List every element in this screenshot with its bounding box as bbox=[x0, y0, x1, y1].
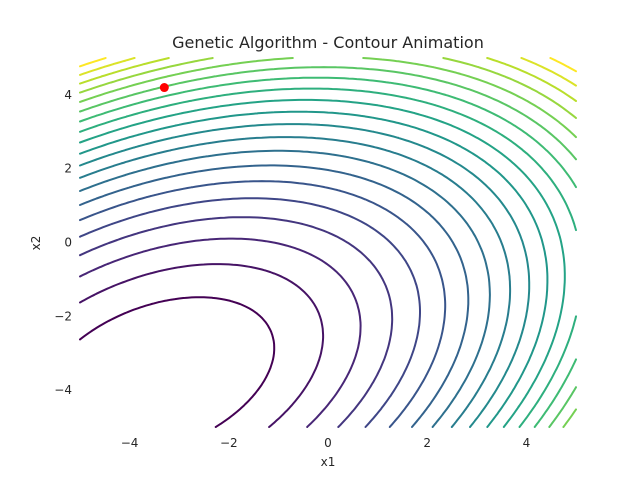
contour-level-line bbox=[79, 57, 577, 73]
contour-level-line bbox=[79, 87, 577, 428]
x-tick-label: −4 bbox=[121, 436, 139, 450]
contour-lines bbox=[79, 57, 577, 428]
y-tick-labels: −4 −2 0 2 4 bbox=[54, 88, 72, 397]
contour-level-line bbox=[79, 263, 325, 428]
contour-level-line bbox=[79, 164, 470, 428]
contour-level-line bbox=[79, 149, 491, 428]
contour-level-line bbox=[79, 216, 394, 428]
y-tick-label: 4 bbox=[64, 88, 72, 102]
y-tick-label: −2 bbox=[54, 309, 72, 323]
contour-level-line bbox=[79, 76, 577, 428]
contour-level-line bbox=[79, 296, 276, 428]
contour-level-line bbox=[79, 57, 577, 428]
contour-level-line bbox=[79, 66, 577, 428]
x-tick-label: −2 bbox=[220, 436, 238, 450]
contour-level-line bbox=[79, 136, 512, 428]
contour-level-line bbox=[79, 98, 566, 428]
x-tick-label: 4 bbox=[523, 436, 531, 450]
contour-level-line bbox=[79, 57, 577, 87]
y-tick-label: 2 bbox=[64, 162, 72, 176]
y-axis-label: x2 bbox=[29, 236, 43, 251]
chart-title: Genetic Algorithm - Contour Animation bbox=[172, 33, 484, 52]
contour-level-line bbox=[79, 237, 362, 428]
x-tick-label: 2 bbox=[423, 436, 431, 450]
y-tick-label: 0 bbox=[64, 236, 72, 250]
contour-level-line bbox=[79, 57, 577, 102]
contour-level-line bbox=[79, 110, 549, 428]
contour-level-line bbox=[79, 123, 531, 428]
contour-level-line bbox=[79, 57, 577, 119]
contour-level-line bbox=[79, 180, 447, 428]
contour-level-line bbox=[79, 197, 421, 428]
y-tick-label: −4 bbox=[54, 383, 72, 397]
x-tick-labels: −4 −2 0 2 4 bbox=[121, 436, 530, 450]
x-axis-label: x1 bbox=[321, 455, 336, 469]
best-individual-point bbox=[159, 83, 169, 93]
x-tick-label: 0 bbox=[324, 436, 332, 450]
